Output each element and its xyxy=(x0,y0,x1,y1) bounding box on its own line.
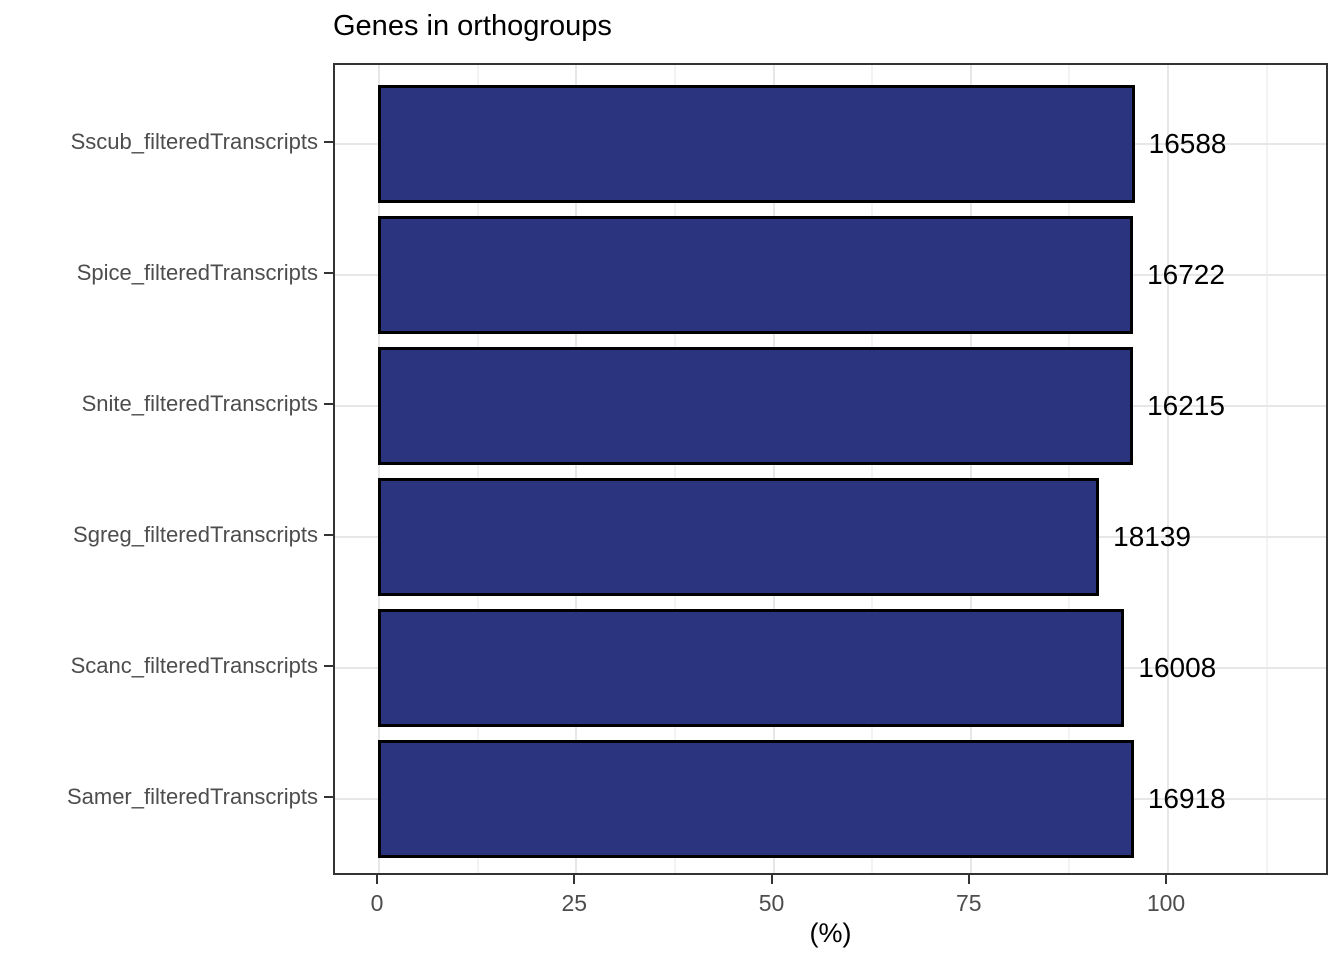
y-axis-tick xyxy=(324,402,333,405)
x-axis-tick xyxy=(1165,875,1167,884)
bar-row xyxy=(378,346,1134,465)
vertical-gridline-minor xyxy=(1265,65,1268,873)
bar-row xyxy=(378,215,1134,334)
bar-value-label: 16918 xyxy=(1147,782,1226,814)
x-axis-tick xyxy=(770,875,773,884)
y-axis-label: Spice_filteredTranscripts xyxy=(76,259,318,285)
y-axis-label: Snite_filteredTranscripts xyxy=(81,390,318,416)
vertical-gridline-minor xyxy=(673,65,676,873)
x-axis-tick-label: 50 xyxy=(758,890,785,916)
vertical-gridline-minor xyxy=(1068,65,1071,873)
bar-value-label: 16588 xyxy=(1148,127,1227,159)
y-axis-tick xyxy=(324,795,333,798)
chart-title: Genes in orthogroups xyxy=(333,10,612,42)
x-axis-title: (%) xyxy=(809,918,852,948)
bar-value-label: 16722 xyxy=(1147,258,1225,290)
vertical-gridline-major xyxy=(772,65,775,873)
bar-row xyxy=(378,739,1134,858)
x-axis-tick-label: 100 xyxy=(1146,890,1186,916)
vertical-gridline-major xyxy=(575,65,578,873)
vertical-gridline-major xyxy=(969,65,972,873)
y-axis-label: Sscub_filteredTranscripts xyxy=(70,128,318,154)
x-axis-tick-label: 75 xyxy=(955,890,982,916)
x-axis-tick xyxy=(376,875,378,884)
y-axis-tick xyxy=(324,271,333,274)
vertical-gridline-major xyxy=(378,65,380,873)
x-axis-tick xyxy=(967,875,970,884)
y-axis-label: Scanc_filteredTranscripts xyxy=(70,652,318,678)
vertical-gridline-minor xyxy=(871,65,874,873)
x-axis-tick xyxy=(573,875,576,884)
y-axis-tick xyxy=(324,140,333,143)
y-axis-tick xyxy=(324,664,333,667)
bar-row xyxy=(378,84,1135,203)
bar-row xyxy=(378,477,1100,596)
y-axis-tick xyxy=(324,533,333,536)
plot-panel: 16588 16722 16215 18139 16008 16918 xyxy=(333,63,1328,875)
y-axis-label: Samer_filteredTranscripts xyxy=(66,783,318,809)
bar-row xyxy=(378,608,1125,727)
bar-value-label: 16215 xyxy=(1147,389,1225,421)
x-axis-tick-label: 0 xyxy=(370,890,384,916)
bar-value-label: 18139 xyxy=(1113,520,1192,552)
bar-value-label: 16008 xyxy=(1138,651,1217,683)
x-axis-tick-label: 25 xyxy=(561,890,588,916)
vertical-gridline-major xyxy=(1167,65,1169,873)
vertical-gridline-minor xyxy=(476,65,479,873)
y-axis-label: Sgreg_filteredTranscripts xyxy=(73,521,318,547)
